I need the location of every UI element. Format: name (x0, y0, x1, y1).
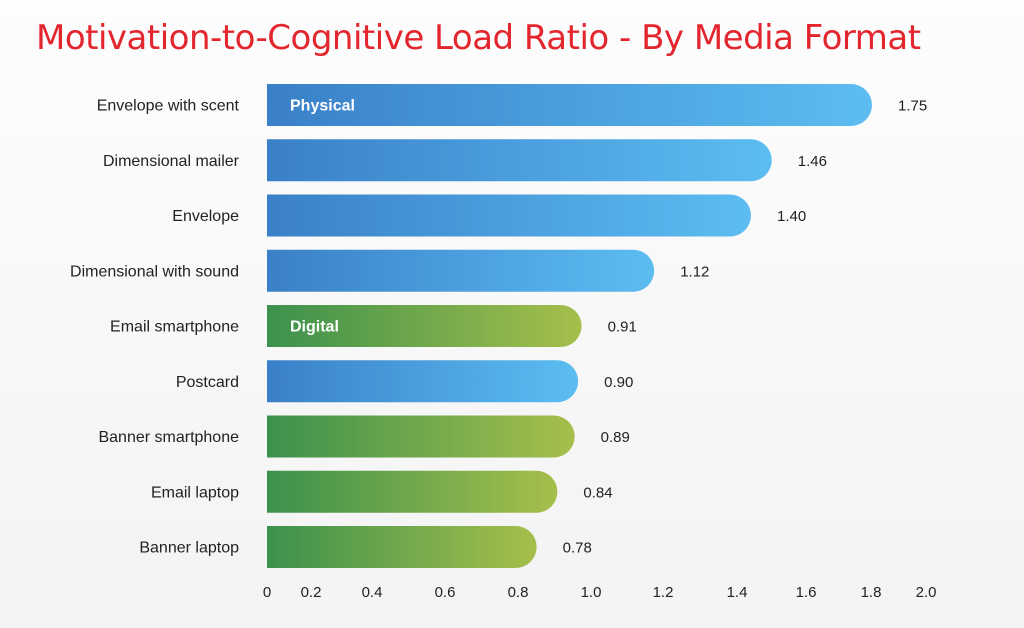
value-label: 0.84 (583, 484, 612, 501)
bar-envelope-with-scent (267, 84, 872, 126)
bars-layer (267, 84, 872, 568)
category-label: Dimensional with sound (70, 263, 239, 280)
category-label: Postcard (176, 374, 239, 391)
bar-email-smartphone (267, 305, 582, 347)
x-tick-label: 0.6 (435, 584, 456, 601)
value-label: 0.90 (604, 374, 633, 391)
category-label: Email laptop (151, 484, 239, 501)
category-label: Envelope (172, 208, 239, 225)
legend-physical: Physical (290, 98, 355, 115)
x-tick-label: 0 (263, 584, 271, 601)
bar-email-laptop (267, 470, 558, 513)
x-tick-label: 0.8 (508, 584, 529, 601)
x-tick-label: 1.6 (796, 584, 817, 601)
value-label: 1.75 (898, 98, 927, 115)
bar-envelope (267, 194, 751, 237)
x-tick-label: 2.0 (916, 584, 937, 601)
value-label: 0.91 (608, 319, 637, 336)
value-label: 1.46 (798, 153, 827, 170)
bar-banner-smartphone (267, 415, 575, 458)
x-axis: 0 0.2 0.4 0.6 0.8 1.0 1.2 1.4 1.6 1.8 2.0 (263, 584, 937, 601)
x-tick-label: 0.2 (301, 584, 322, 601)
bar-dimensional-mailer (267, 139, 772, 182)
chart-title: Motivation-to-Cognitive Load Ratio - By … (36, 18, 921, 58)
category-labels: Envelope with scent Dimensional mailer Env… (70, 98, 240, 557)
category-label: Email smartphone (110, 319, 239, 336)
x-tick-label: 1.4 (727, 584, 748, 601)
x-tick-label: 1.0 (581, 584, 602, 601)
x-tick-label: 0.4 (362, 584, 383, 601)
category-label: Dimensional mailer (103, 153, 240, 170)
x-tick-label: 1.8 (861, 584, 882, 601)
group-legend: Physical Digital (290, 98, 355, 336)
value-label: 0.78 (563, 540, 592, 557)
x-tick-label: 1.2 (653, 584, 674, 601)
value-label: 0.89 (601, 429, 630, 446)
bar-postcard (267, 360, 579, 403)
category-label: Banner smartphone (98, 429, 239, 446)
value-label: 1.12 (680, 263, 709, 280)
legend-digital: Digital (290, 319, 339, 336)
value-label: 1.40 (777, 208, 806, 225)
category-label: Banner laptop (139, 540, 239, 557)
bar-banner-laptop (267, 526, 537, 568)
category-label: Envelope with scent (97, 98, 240, 115)
bar-dimensional-with-sound (267, 249, 655, 292)
value-labels: 1.75 1.46 1.40 1.12 0.91 0.90 0.89 0.84 0.78 (563, 98, 928, 557)
